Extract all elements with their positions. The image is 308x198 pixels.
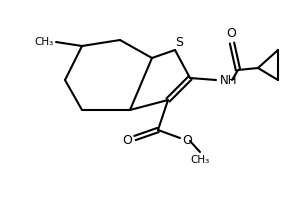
Text: NH: NH: [220, 73, 237, 87]
Text: S: S: [175, 35, 183, 49]
Text: CH₃: CH₃: [190, 155, 210, 165]
Text: CH₃: CH₃: [35, 37, 54, 47]
Text: O: O: [226, 27, 236, 39]
Text: O: O: [122, 133, 132, 147]
Text: O: O: [182, 133, 192, 147]
